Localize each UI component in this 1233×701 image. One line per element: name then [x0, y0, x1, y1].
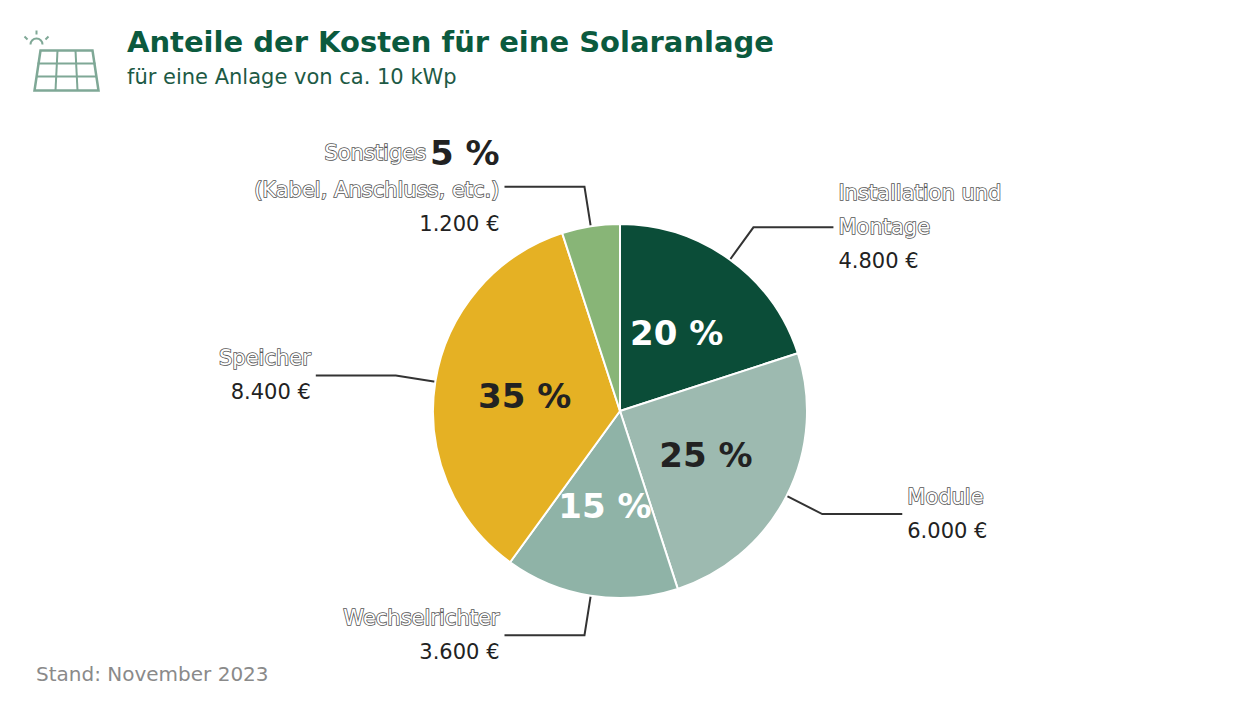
svg-text:Stand: November 2023: Stand: November 2023: [36, 662, 269, 686]
svg-text:35 %: 35 %: [478, 376, 571, 416]
svg-text:3.600 €: 3.600 €: [419, 640, 499, 664]
svg-text:Module: Module: [907, 485, 983, 509]
svg-text:25 %: 25 %: [659, 435, 752, 475]
svg-text:1.200 €: 1.200 €: [419, 212, 499, 236]
svg-text:Installation und: Installation und: [838, 181, 1001, 205]
svg-text:Wechselrichter: Wechselrichter: [343, 606, 499, 630]
svg-text:4.800 €: 4.800 €: [838, 249, 918, 273]
svg-text:20 %: 20 %: [630, 313, 723, 353]
svg-text:8.400 €: 8.400 €: [231, 380, 311, 404]
svg-text:Sonstiges: Sonstiges: [324, 141, 426, 165]
svg-text:15 %: 15 %: [558, 486, 651, 526]
svg-text:Montage: Montage: [838, 215, 930, 239]
svg-text:Anteile der Kosten für eine So: Anteile der Kosten für eine Solaranlage: [127, 25, 774, 59]
svg-text:für eine Anlage von ca. 10 kWp: für eine Anlage von ca. 10 kWp: [127, 65, 457, 89]
svg-text:5 %: 5 %: [430, 133, 500, 173]
svg-text:6.000 €: 6.000 €: [907, 519, 987, 543]
svg-text:Speicher: Speicher: [219, 346, 311, 370]
svg-text:(Kabel, Anschluss, etc.): (Kabel, Anschluss, etc.): [254, 178, 499, 202]
